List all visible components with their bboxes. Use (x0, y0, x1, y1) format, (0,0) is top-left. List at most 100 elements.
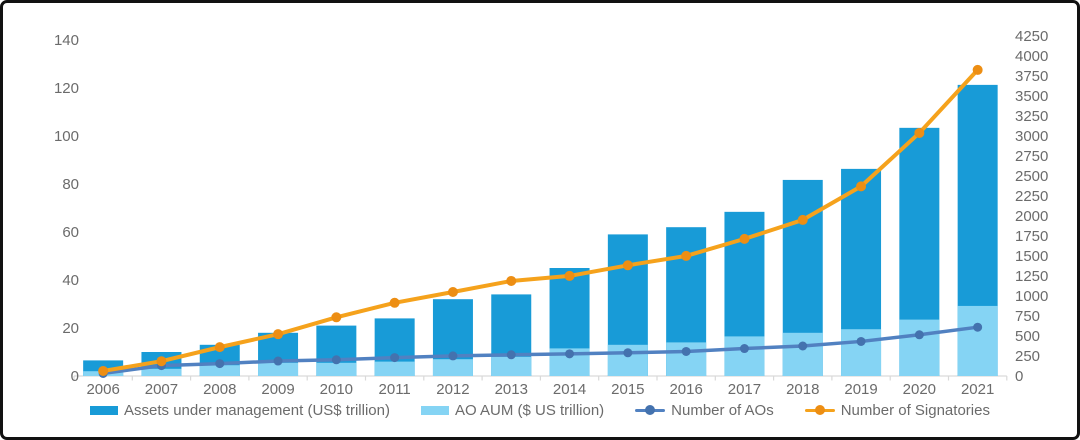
aos-point-2010 (331, 355, 341, 365)
signatories-point-2012 (447, 287, 458, 297)
aum-bar-swatch (90, 405, 119, 415)
right-axis-tick-label: 1500 (1015, 248, 1048, 265)
right-axis-tick-label: 250 (1015, 348, 1040, 365)
signatories-point-2014 (564, 270, 575, 281)
x-axis-year-label: 2007 (145, 381, 178, 398)
x-axis-year-label: 2011 (379, 381, 411, 398)
bar-ao-aum-2017 (724, 336, 765, 376)
x-axis-year-label: 2012 (436, 381, 469, 398)
x-axis-year-label: 2017 (728, 381, 761, 398)
signatories-point-2017 (739, 233, 750, 244)
left-axis-tick-label: 140 (54, 32, 79, 49)
signatories-point-2009 (273, 329, 284, 340)
right-axis-tick-label: 4000 (1015, 48, 1048, 65)
aos-point-2009 (273, 356, 283, 366)
aos-point-2013 (506, 350, 516, 360)
signatories-point-2021 (972, 64, 983, 75)
x-axis-year-label: 2006 (86, 381, 119, 398)
signatories-line-marker (804, 405, 835, 416)
legend-label-ao-aum: AO AUM ($ US trillion) (454, 401, 605, 419)
right-axis-tick-label: 750 (1015, 308, 1040, 325)
signatories-point-2007 (156, 356, 167, 367)
x-axis-year-label: 2021 (961, 381, 994, 398)
bar-ao-aum-2013 (491, 356, 532, 376)
ao-aum-bar-swatch (420, 405, 449, 415)
left-axis-tick-label: 0 (71, 368, 79, 385)
signatories-point-2008 (214, 342, 225, 353)
right-axis-tick-label: 500 (1015, 328, 1040, 345)
legend-label-signatories: Number of Signatories (840, 401, 990, 419)
legend-label-aos: Number of AOs (671, 401, 774, 419)
signatories-point-2006 (98, 365, 109, 376)
right-axis-tick-label: 3750 (1015, 68, 1048, 85)
signatories-point-2015 (622, 260, 633, 271)
aos-point-2008 (215, 359, 225, 369)
x-axis-year-label: 2016 (669, 381, 702, 398)
legend-item-signatories: Number of Signatories (804, 401, 990, 419)
legend-label-aum: Assets under management (US$ trillion) (124, 401, 390, 419)
right-axis-tick-label: 3250 (1015, 108, 1048, 125)
signatories-point-2020 (914, 127, 925, 138)
bar-ao-aum-2012 (432, 359, 473, 376)
aos-point-2019 (856, 336, 866, 346)
right-axis-tick-label: 1250 (1015, 268, 1048, 285)
aos-point-2018 (798, 341, 808, 351)
x-axis-year-label: 2013 (495, 381, 528, 398)
left-axis-tick-label: 20 (62, 320, 79, 337)
right-axis-tick-label: 1000 (1015, 288, 1048, 305)
aos-point-2014 (565, 349, 575, 359)
signatories-dot-icon (814, 405, 825, 415)
aos-point-2016 (681, 346, 691, 356)
bar-ao-aum-2011 (374, 361, 415, 376)
chart-legend: Assets under management (US$ trillion) A… (3, 399, 1077, 421)
aos-dot-icon (645, 405, 656, 415)
bar-ao-aum-2019 (841, 329, 882, 376)
bar-ao-aum-2008 (199, 365, 240, 376)
x-axis-year-label: 2019 (844, 381, 877, 398)
aos-line (101, 325, 980, 376)
left-axis-tick-label: 60 (62, 224, 79, 241)
signatories-point-2010 (331, 312, 342, 323)
legend-item-aos: Number of AOs (635, 402, 774, 419)
bar-ao-aum-2021 (957, 305, 998, 376)
left-axis-tick-label: 120 (54, 80, 79, 97)
aos-point-2020 (914, 330, 924, 340)
right-axis-tick-label: 2000 (1015, 208, 1048, 225)
bar-ao-aum-2010 (316, 362, 357, 376)
x-axis-year-label: 2020 (903, 381, 936, 398)
aos-line-marker (635, 405, 666, 416)
signatories-point-2018 (797, 214, 808, 225)
aos-point-2021 (973, 322, 983, 332)
signatories-line (101, 67, 980, 373)
right-axis-tick-label: 2250 (1015, 188, 1048, 205)
legend-item-aum: Assets under management (US$ trillion) (90, 402, 390, 419)
x-axis-year-label: 2009 (261, 381, 294, 398)
left-axis-tick-label: 100 (54, 128, 79, 145)
bar-ao-aum-2009 (258, 362, 299, 376)
signatories-point-2019 (856, 181, 867, 192)
bar-ao-aum-2018 (782, 332, 823, 376)
x-axis-year-label: 2014 (553, 381, 586, 398)
left-axis-tick-label: 80 (62, 176, 79, 193)
left-axis-tick-label: 40 (62, 272, 79, 289)
pri-growth-chart: 0 20 40 60 80 100 120 140 0 250 500 750 1000 1250 1500… (54, 28, 1048, 398)
right-axis-tick-label: 0 (1015, 368, 1023, 385)
x-axis-year-label: 2010 (320, 381, 353, 398)
right-axis-tick-label: 1750 (1015, 228, 1048, 245)
right-axis-tick-label: 3500 (1015, 88, 1048, 105)
bar-ao-aum-2020 (899, 319, 940, 376)
signatories-point-2013 (506, 275, 517, 286)
right-axis-tick-label: 2500 (1015, 168, 1048, 185)
aos-point-2011 (390, 353, 400, 363)
right-axis-tick-label: 3000 (1015, 128, 1048, 145)
signatories-point-2016 (681, 250, 692, 261)
x-axis-year-label: 2015 (611, 381, 644, 398)
aos-point-2015 (623, 348, 633, 358)
aos-point-2012 (448, 351, 458, 361)
aos-point-2017 (739, 344, 749, 354)
bar-ao-aum-2007 (141, 368, 182, 376)
signatories-point-2011 (389, 297, 400, 308)
x-axis-year-label: 2008 (203, 381, 236, 398)
legend-item-ao-aum: AO AUM ($ US trillion) (420, 401, 605, 419)
